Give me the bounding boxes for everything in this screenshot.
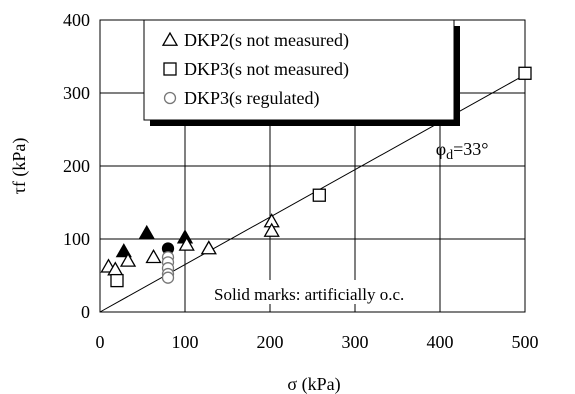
legend-label: DKP2(s not measured): [184, 30, 349, 51]
square-point: [312, 188, 326, 202]
reference-line-label: φd=33°: [436, 139, 489, 163]
x-axis-label: σ (kPa): [287, 374, 340, 394]
x-tick-label: 0: [96, 332, 105, 352]
series-triangle: [100, 213, 280, 276]
phi-subscript: d: [446, 148, 453, 163]
x-tick-label: 100: [172, 332, 199, 352]
legend-box: [143, 19, 455, 121]
x-tick-label: 400: [427, 332, 454, 352]
triangle-point: [138, 224, 155, 240]
triangle-point: [178, 236, 195, 251]
triangle-point: [145, 248, 162, 264]
x-tick-label: 500: [512, 332, 539, 352]
axes: 0 100 200 300 400 500 0 100 200 300 400: [63, 10, 539, 352]
data-points: [100, 66, 532, 288]
series-square: [110, 66, 532, 288]
triangle-point: [119, 252, 137, 267]
annotation-backdrop: [205, 280, 370, 304]
y-tick-label: 400: [63, 10, 90, 30]
series-circle: [161, 242, 175, 284]
annotation-group: Solid marks: artificially o.c.: [205, 280, 404, 304]
triangle-point: [263, 222, 280, 237]
phi-symbol: φ: [436, 139, 446, 159]
annotation-text: Solid marks: artificially o.c.: [214, 285, 404, 304]
legend-square-icon: [163, 62, 177, 76]
y-tick-label: 200: [63, 156, 90, 176]
legend-circle-icon: [163, 91, 177, 105]
triangle-point: [115, 243, 132, 258]
y-tick-label: 100: [63, 229, 90, 249]
x-tick-label: 200: [257, 332, 284, 352]
triangle-point: [200, 240, 217, 255]
y-tick-label: 300: [63, 83, 90, 103]
x-tick-label: 300: [342, 332, 369, 352]
square-point: [518, 66, 532, 80]
circle-point: [161, 271, 175, 284]
legend: DKP2(s not measured) DKP3(s not measured)…: [143, 19, 460, 126]
y-axis-label: τf (kPa): [9, 138, 30, 195]
phi-value: =33°: [453, 139, 488, 159]
square-point: [110, 273, 124, 288]
legend-triangle-icon: [161, 31, 179, 46]
y-tick-label: 0: [81, 302, 90, 322]
legend-label: DKP3(s not measured): [184, 59, 349, 80]
legend-label: DKP3(s regulated): [184, 88, 319, 109]
